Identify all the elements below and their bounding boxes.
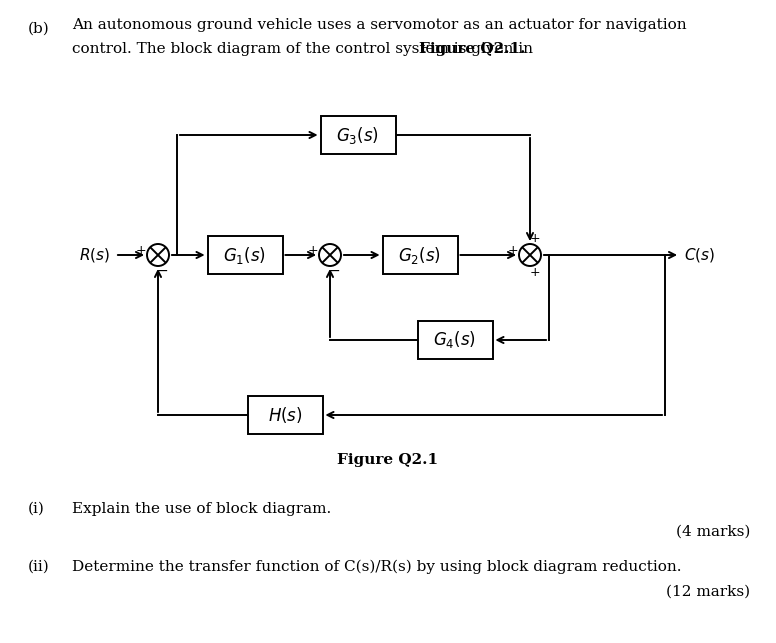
Text: Explain the use of block diagram.: Explain the use of block diagram.: [72, 502, 331, 516]
Text: (12 marks): (12 marks): [666, 585, 750, 599]
Text: (4 marks): (4 marks): [676, 525, 750, 539]
Text: Figure Q2.1.: Figure Q2.1.: [419, 42, 525, 56]
Text: (ii): (ii): [28, 560, 50, 574]
Text: $G_4(s)$: $G_4(s)$: [434, 329, 476, 350]
Text: +: +: [530, 266, 540, 278]
Text: −: −: [156, 264, 168, 278]
Text: $G_1(s)$: $G_1(s)$: [223, 244, 266, 266]
Text: $G_2(s)$: $G_2(s)$: [399, 244, 442, 266]
Bar: [417, 321, 493, 359]
Text: −: −: [328, 264, 340, 278]
Text: +: +: [508, 244, 518, 257]
Bar: [207, 236, 282, 274]
Circle shape: [147, 244, 169, 266]
Text: An autonomous ground vehicle uses a servomotor as an actuator for navigation: An autonomous ground vehicle uses a serv…: [72, 18, 687, 32]
Text: control. The block diagram of the control system is given in: control. The block diagram of the contro…: [72, 42, 538, 56]
Text: $R(s)$: $R(s)$: [79, 246, 110, 264]
Text: $H(s)$: $H(s)$: [268, 405, 303, 425]
Text: (b): (b): [28, 22, 50, 36]
Text: $C(s)$: $C(s)$: [684, 246, 715, 264]
Text: $G_3(s)$: $G_3(s)$: [337, 125, 379, 145]
Circle shape: [519, 244, 541, 266]
Text: +: +: [530, 231, 540, 244]
Text: +: +: [136, 244, 147, 257]
Text: +: +: [308, 244, 318, 257]
Text: (i): (i): [28, 502, 45, 516]
Text: Figure Q2.1: Figure Q2.1: [338, 453, 438, 467]
Bar: [320, 116, 396, 154]
Bar: [248, 396, 323, 434]
Circle shape: [319, 244, 341, 266]
Text: Determine the transfer function of C(s)/R(s) by using block diagram reduction.: Determine the transfer function of C(s)/…: [72, 560, 681, 574]
Bar: [383, 236, 458, 274]
